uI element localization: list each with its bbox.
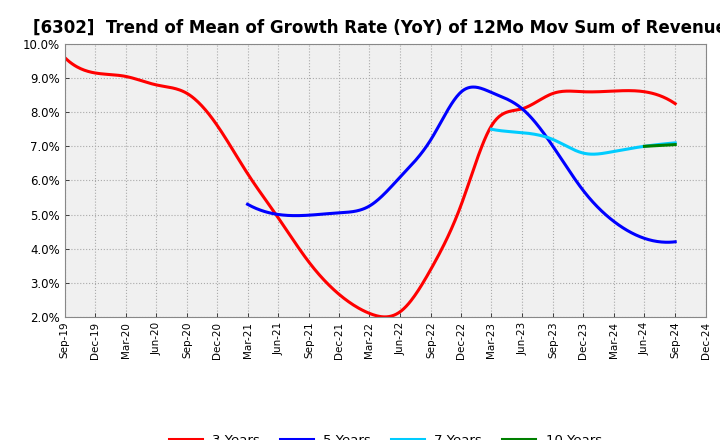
7 Years [588,151,597,157]
5 Years [449,99,457,104]
5 Years [663,240,672,245]
7 Years [671,140,680,146]
10 Years [640,143,649,149]
3 Years [351,303,359,308]
10 Years [659,143,667,148]
7 Years [575,150,584,155]
Line: 5 Years: 5 Years [248,87,675,242]
7 Years [597,151,606,156]
5 Years [671,239,680,244]
7 Years [638,144,647,149]
7 Years [575,149,583,154]
5 Years [475,85,484,91]
Title: [6302]  Trend of Mean of Growth Rate (YoY) of 12Mo Mov Sum of Revenues: [6302] Trend of Mean of Growth Rate (YoY… [33,19,720,37]
7 Years [587,151,595,157]
10 Years [668,142,677,147]
7 Years [487,127,496,132]
7 Years [667,141,675,146]
3 Years [425,269,433,275]
5 Years [595,206,603,211]
Line: 7 Years: 7 Years [492,129,675,154]
10 Years [671,142,680,147]
10 Years [670,142,678,147]
5 Years [499,95,508,100]
3 Years [60,55,69,60]
10 Years [656,143,665,148]
5 Years [446,103,455,108]
3 Years [354,305,363,311]
Line: 10 Years: 10 Years [644,145,675,146]
3 Years [671,101,680,106]
3 Years [381,314,390,319]
10 Years [646,143,654,149]
5 Years [469,84,478,90]
3 Years [657,94,666,99]
10 Years [647,143,656,149]
5 Years [243,202,252,207]
3 Years [562,88,571,94]
Line: 3 Years: 3 Years [65,58,675,317]
3 Years [392,312,400,317]
Legend: 3 Years, 5 Years, 7 Years, 10 Years: 3 Years, 5 Years, 7 Years, 10 Years [163,429,607,440]
5 Years [662,240,670,245]
